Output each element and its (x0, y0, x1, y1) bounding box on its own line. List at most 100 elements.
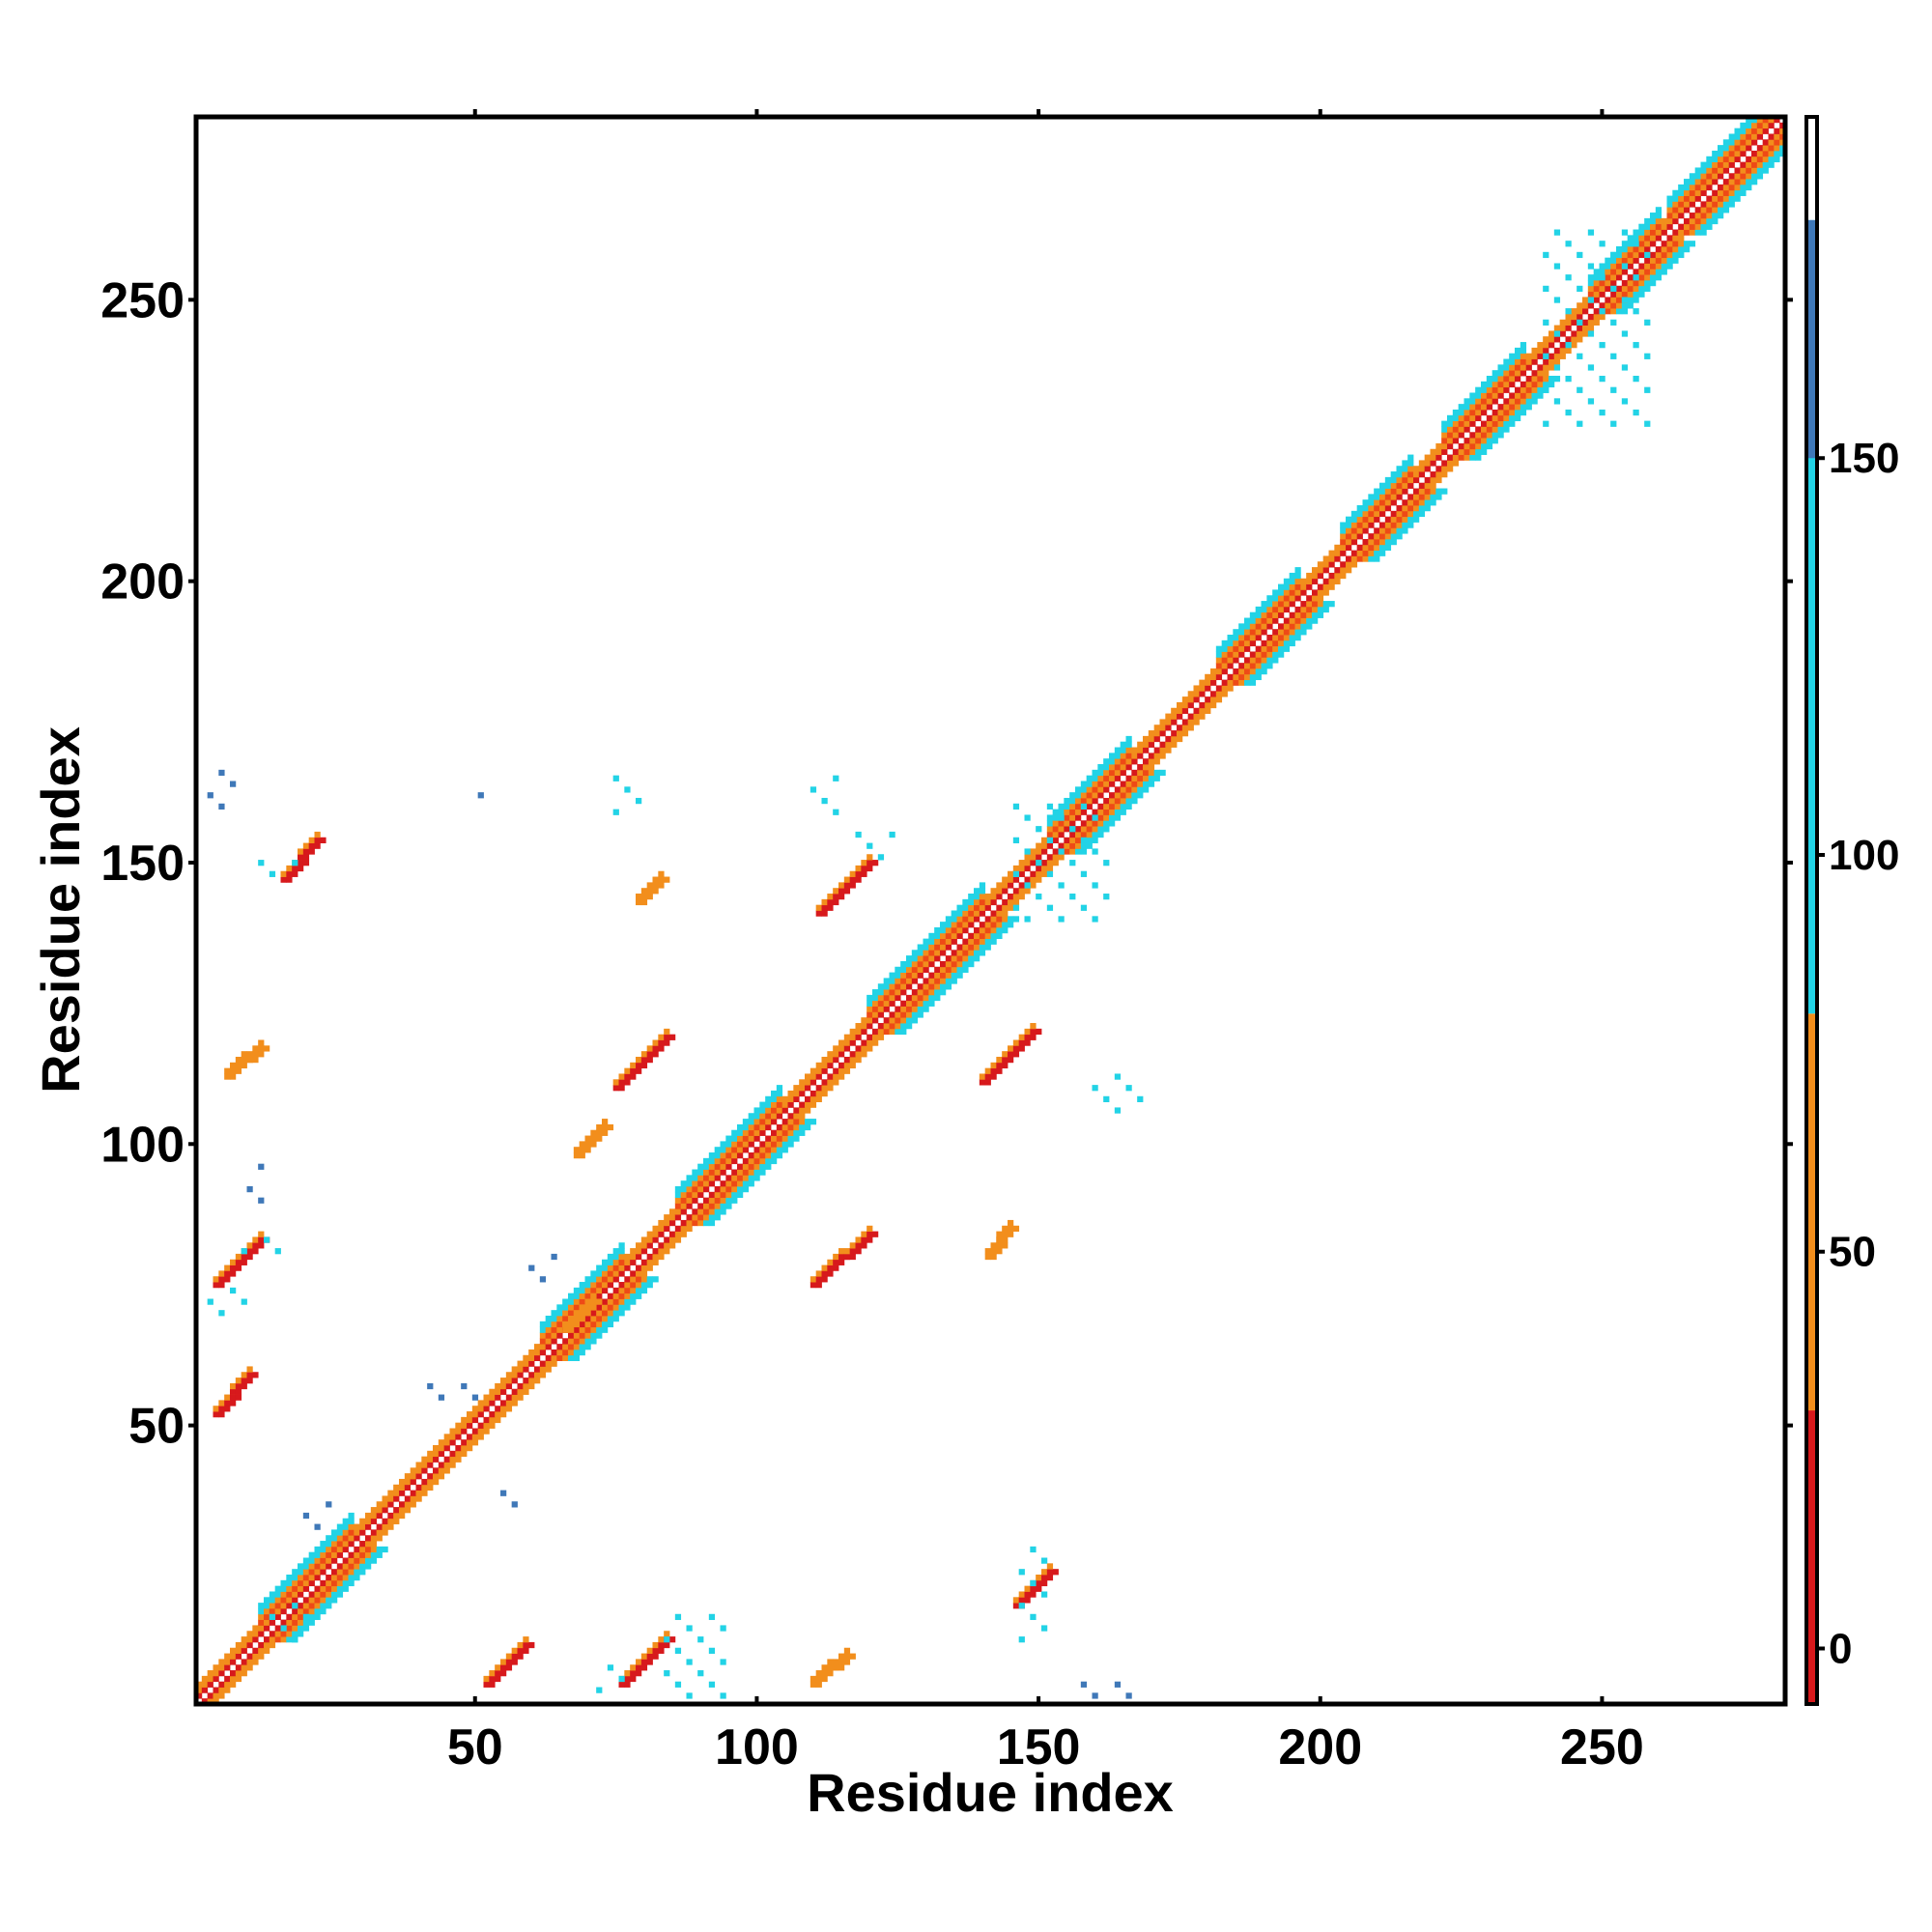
diagonal-contact-cell (308, 1603, 315, 1609)
diagonal-contact-cell (640, 1264, 648, 1271)
contact-cell (252, 1051, 259, 1058)
diagonal-contact-cell (252, 1631, 259, 1637)
diagonal-contact-cell (1120, 741, 1126, 748)
diagonal-contact-cell (1402, 471, 1408, 478)
diagonal-contact-cell (1205, 696, 1211, 703)
contact-cell (658, 1034, 665, 1040)
diagonal-contact-cell (1605, 308, 1611, 315)
diagonal-contact-cell (573, 1332, 581, 1339)
diagonal-contact-cell (1700, 201, 1707, 208)
diagonal-contact-cell (596, 1304, 603, 1311)
diagonal-contact-cell (1751, 128, 1758, 134)
diagonal-contact-cell (523, 1366, 529, 1373)
contact-cell (286, 870, 293, 877)
diagonal-contact-cell (1469, 448, 1476, 455)
diagonal-contact-cell (523, 1382, 529, 1390)
diagonal-contact-cell (1075, 803, 1082, 810)
diagonal-contact-cell (680, 1208, 687, 1215)
contact-cell (230, 1388, 237, 1395)
diagonal-contact-cell (1384, 544, 1392, 552)
contact-cell (1543, 319, 1549, 326)
contact-cell (590, 1141, 597, 1148)
diagonal-contact-cell (1210, 679, 1217, 686)
diagonal-contact-cell (1678, 235, 1685, 242)
diagonal-contact-cell (612, 1315, 619, 1322)
diagonal-contact-cell (951, 932, 957, 940)
diagonal-contact-cell (1255, 629, 1262, 636)
diagonal-contact-cell (320, 1603, 327, 1609)
contact-cell (843, 1653, 851, 1660)
diagonal-contact-cell (1064, 842, 1070, 849)
diagonal-contact-cell (652, 1225, 659, 1232)
diagonal-contact-cell (833, 1067, 839, 1074)
colorbar-band (1806, 117, 1817, 220)
diagonal-contact-cell (302, 1575, 310, 1581)
diagonal-contact-cell (1097, 826, 1104, 833)
diagonal-contact-cell (911, 950, 919, 956)
diagonal-contact-cell (911, 955, 919, 962)
diagonal-contact-cell (302, 1569, 310, 1576)
diagonal-contact-cell (298, 1631, 304, 1637)
diagonal-contact-cell (725, 1197, 732, 1204)
diagonal-contact-cell (1768, 156, 1775, 163)
diagonal-contact-cell (1255, 623, 1262, 630)
diagonal-contact-cell (810, 1079, 817, 1086)
diagonal-contact-cell (1492, 386, 1498, 393)
diagonal-contact-cell (1283, 635, 1291, 641)
diagonal-contact-cell (974, 944, 980, 951)
contact-cell (1610, 386, 1617, 393)
diagonal-contact-cell (630, 1253, 637, 1261)
diagonal-contact-cell (213, 1675, 219, 1683)
diagonal-contact-cell (1407, 522, 1414, 528)
diagonal-contact-cell (326, 1551, 332, 1558)
diagonal-contact-cell (674, 1225, 682, 1232)
contact-cell (815, 910, 822, 917)
diagonal-contact-cell (968, 904, 975, 911)
diagonal-contact-cell (1638, 235, 1645, 242)
diagonal-contact-cell (1177, 713, 1183, 720)
contact-cell (658, 1045, 665, 1052)
diagonal-contact-cell (1092, 769, 1098, 777)
diagonal-contact-cell (1266, 639, 1273, 647)
diagonal-contact-cell (1633, 246, 1639, 253)
diagonal-contact-cell (810, 1090, 817, 1097)
diagonal-contact-cell (1227, 635, 1234, 641)
diagonal-contact-cell (1740, 189, 1747, 196)
diagonal-contact-cell (945, 966, 952, 973)
diagonal-contact-cell (737, 1191, 744, 1199)
contact-cell (697, 1670, 704, 1677)
diagonal-contact-cell (838, 1062, 845, 1069)
contact-cell (495, 1670, 501, 1677)
diagonal-contact-cell (1362, 538, 1369, 546)
contact-cell (568, 1326, 575, 1333)
diagonal-contact-cell (906, 983, 913, 990)
diagonal-contact-cell (1627, 246, 1634, 253)
diagonal-contact-cell (1266, 645, 1273, 652)
diagonal-contact-cell (1407, 466, 1414, 472)
diagonal-contact-cell (1768, 145, 1775, 152)
diagonal-contact-cell (658, 1219, 665, 1227)
diagonal-contact-cell (314, 1603, 321, 1609)
diagonal-contact-cell (1503, 404, 1510, 411)
diagonal-contact-cell (793, 1107, 800, 1114)
contact-cell (664, 1028, 670, 1036)
diagonal-contact-cell (286, 1603, 293, 1609)
diagonal-contact-cell (1661, 251, 1667, 259)
diagonal-contact-cell (1012, 916, 1020, 923)
diagonal-contact-cell (1548, 330, 1555, 337)
diagonal-contact-cell (742, 1129, 750, 1136)
diagonal-contact-cell (742, 1123, 750, 1131)
diagonal-contact-cell (1137, 781, 1144, 787)
diagonal-contact-cell (692, 1180, 698, 1187)
diagonal-contact-cell (500, 1382, 507, 1390)
contact-cell (1046, 803, 1054, 810)
diagonal-contact-cell (1509, 392, 1516, 399)
diagonal-contact-cell (669, 1242, 676, 1249)
diagonal-contact-cell (1571, 308, 1577, 315)
contact-cell (720, 1659, 726, 1665)
diagonal-contact-cell (1233, 657, 1239, 664)
diagonal-contact-cell (399, 1507, 406, 1514)
diagonal-contact-cell (1593, 285, 1600, 293)
diagonal-contact-cell (218, 1692, 225, 1699)
contact-cell (607, 1664, 614, 1671)
